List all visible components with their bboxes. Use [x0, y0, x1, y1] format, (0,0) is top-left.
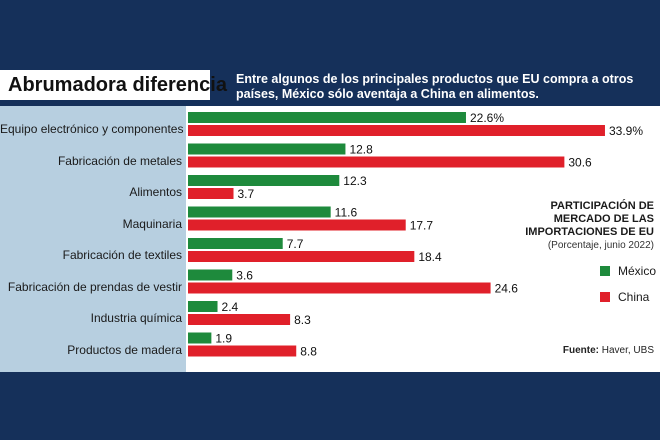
- data-label-mexico: 12.8: [349, 143, 373, 157]
- legend-swatch-mexico: [600, 266, 610, 276]
- bar-china: [188, 345, 297, 357]
- bar-mexico: [188, 269, 233, 281]
- bar-china: [188, 282, 491, 294]
- bar-mexico: [188, 332, 212, 344]
- category-label: Alimentos: [129, 185, 182, 199]
- legend-swatch-china: [600, 292, 610, 302]
- category-label: Maquinaria: [122, 216, 182, 231]
- data-label-china: 33.9%: [609, 124, 643, 138]
- data-label-china: 30.6: [568, 156, 592, 170]
- title-box: Abrumadora diferencia: [0, 70, 227, 100]
- bar-mexico: [188, 206, 331, 218]
- source-text: Haver, UBS: [601, 345, 654, 356]
- legend-note: (Porcentaje, junio 2022): [547, 240, 654, 251]
- category-label: Industria química: [90, 311, 182, 325]
- data-label-mexico: 3.6: [236, 269, 253, 283]
- data-label-china: 17.7: [410, 219, 434, 233]
- bar-china: [188, 314, 291, 325]
- category-label: Fabricación de prendas de vestir: [7, 279, 182, 294]
- data-label-china: 8.3: [294, 313, 311, 327]
- bar-mexico: [188, 143, 346, 155]
- category-label: Productos de madera: [67, 342, 182, 357]
- chart-subtitle: Entre algunos de los principales product…: [236, 72, 634, 101]
- bar-mexico: [188, 112, 466, 123]
- data-label-china: 8.8: [300, 345, 317, 359]
- legend-item-mexico: México: [600, 264, 656, 278]
- bar-china: [188, 188, 234, 199]
- category-label: Fabricación de textiles: [62, 248, 182, 262]
- source-note: Fuente: Haver, UBS: [540, 345, 654, 356]
- legend-label-mexico: México: [618, 264, 657, 278]
- data-label-mexico: 12.3: [343, 174, 367, 188]
- bar-chart: 22.6% 33.9% 12.8 30.6 12.3 3.7 11.6 17.7 7.7 18.4…: [188, 111, 643, 359]
- legend-label-china: China: [618, 290, 650, 304]
- bar-china: [188, 251, 415, 262]
- category-label-column: [0, 106, 186, 372]
- bar-mexico: [188, 301, 218, 312]
- bar-china: [188, 125, 605, 136]
- legend-title: PARTICIPACIÓN DE MERCADO DE LAS IMPORTAC…: [525, 200, 654, 238]
- data-label-mexico: 22.6%: [470, 111, 504, 125]
- chart-title: Abrumadora diferencia: [8, 73, 227, 96]
- category-label: Fabricación de metales: [57, 153, 182, 168]
- data-label-china: 18.4: [418, 250, 442, 264]
- data-label-china: 24.6: [495, 282, 519, 296]
- data-label-mexico: 11.6: [335, 206, 358, 220]
- data-label-mexico: 2.4: [222, 300, 239, 314]
- data-label-mexico: 1.9: [215, 332, 232, 346]
- category-label: Equipo electrónico y componentes: [0, 122, 184, 136]
- data-label-mexico: 7.7: [287, 237, 304, 251]
- bar-china: [188, 219, 406, 231]
- data-label-china: 3.7: [238, 187, 255, 201]
- source-label: Fuente:: [562, 345, 599, 356]
- legend-item-china: China: [600, 290, 649, 304]
- bar-mexico: [188, 238, 283, 249]
- bar-mexico: [188, 175, 340, 186]
- bar-china: [188, 156, 565, 168]
